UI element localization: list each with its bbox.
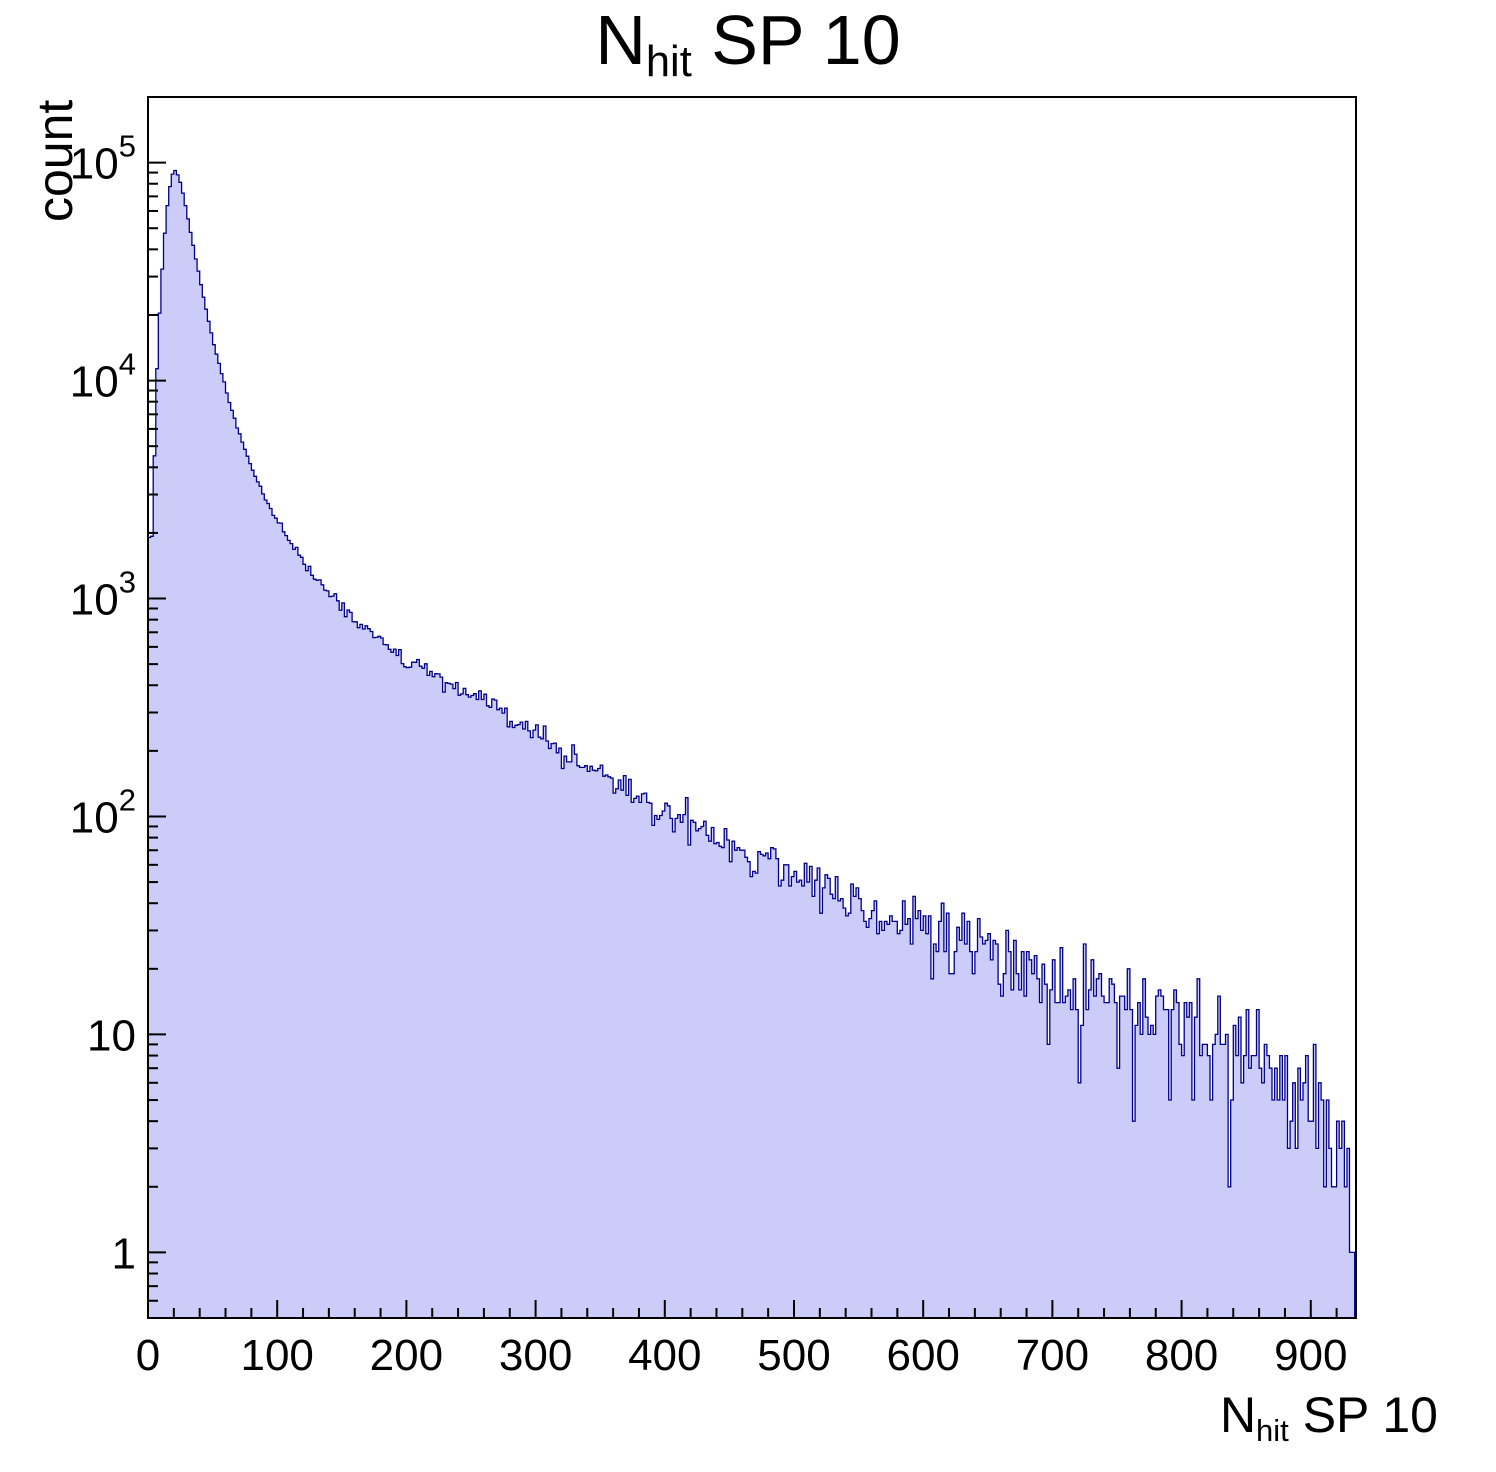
chart-title-rest: SP 10 [691, 1, 901, 79]
y-tick-label: 104 [70, 347, 136, 407]
x-tick-label: 900 [1274, 1331, 1347, 1380]
x-tick-label: 400 [628, 1331, 701, 1380]
plot-frame [147, 96, 1357, 1319]
y-tick-label: 102 [70, 782, 136, 842]
x-tick-label: 600 [886, 1331, 959, 1380]
x-axis-title-rest: SP 10 [1288, 1387, 1438, 1443]
x-tick-label: 200 [370, 1331, 443, 1380]
chart-title-sub: hit [645, 38, 692, 87]
y-axis-title: count [27, 99, 83, 222]
x-tick-label: 500 [757, 1331, 830, 1380]
y-tick-label: 10 [87, 1011, 136, 1060]
axis-ticks [147, 96, 1338, 1319]
histogram-area [147, 169, 1356, 1319]
x-axis-title: Nhit SP 10 [1219, 1386, 1438, 1448]
x-tick-label: 0 [136, 1331, 160, 1380]
x-axis-title-main: N [1219, 1387, 1257, 1443]
chart-title: Nhit SP 10 [0, 1, 1496, 87]
x-axis-title-sub: hit [1256, 1412, 1289, 1448]
chart-title-main: N [595, 1, 646, 79]
x-tick-label: 300 [499, 1331, 572, 1380]
y-tick-label: 103 [70, 565, 136, 625]
x-tick-label: 100 [240, 1331, 313, 1380]
x-tick-label: 700 [1016, 1331, 1089, 1380]
y-tick-label: 105 [70, 129, 136, 189]
y-tick-label: 1 [112, 1229, 136, 1278]
x-tick-label: 800 [1145, 1331, 1218, 1380]
axis-tick-labels: 0 100 200 300 400 500 600 700 800 900 1 10 102 103 104… [70, 129, 1348, 1380]
